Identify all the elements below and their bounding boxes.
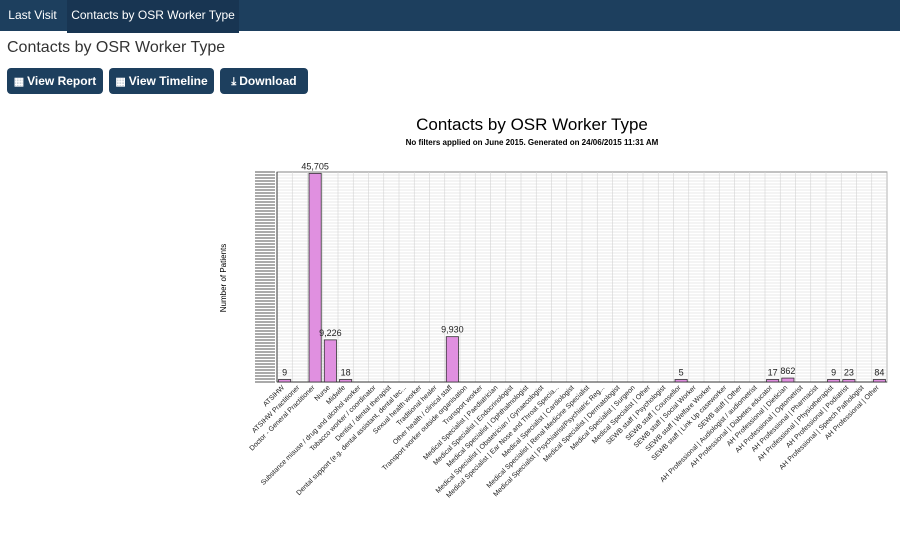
chart-subtitle: No filters applied on June 2015. Generat… — [406, 138, 659, 147]
bar-36 — [827, 379, 841, 383]
page-title: Contacts by OSR Worker Type — [7, 39, 226, 56]
data-label-37: 23 — [844, 368, 854, 378]
data-label-0: 9 — [282, 368, 287, 378]
data-label-4: 18 — [341, 368, 351, 378]
data-label-26: 5 — [679, 368, 684, 378]
bar-37 — [842, 379, 856, 383]
table-icon: ▦ — [115, 76, 126, 88]
tab-contacts-by-osr-worker-type[interactable]: Contacts by OSR Worker Type — [67, 0, 239, 33]
grid — [255, 171, 888, 383]
bar-32 — [766, 379, 780, 383]
data-label-33: 862 — [780, 366, 795, 376]
data-label-36: 9 — [831, 368, 836, 378]
download-button[interactable]: ⤓ Download — [220, 68, 308, 94]
bar-3 — [323, 339, 337, 383]
download-label: Download — [239, 74, 297, 88]
data-label-39: 84 — [874, 368, 884, 378]
top-tab-bar: Last Visit Contacts by OSR Worker Type — [0, 0, 900, 33]
y-axis-label: Number of Patients — [219, 244, 228, 312]
bar-4 — [339, 379, 353, 383]
data-label-3: 9,226 — [319, 328, 342, 338]
table-icon: ▦ — [13, 76, 25, 88]
data-label-2: 45,705 — [301, 161, 329, 171]
bars — [278, 172, 886, 383]
view-timeline-label: View Timeline — [128, 74, 208, 88]
bar-0 — [278, 379, 292, 383]
chart-title: Contacts by OSR Worker Type — [416, 115, 648, 134]
bar-11 — [445, 336, 459, 383]
data-labels: 9 45,705 9,226 18 9,930 5 17 862 9 23 84 — [282, 161, 884, 377]
bar-26 — [674, 379, 688, 383]
bar-2 — [308, 172, 322, 383]
x-tick-label-8: Dental support (e.g. dental assistant, d… — [295, 384, 408, 497]
bar-39 — [872, 379, 886, 383]
view-timeline-button[interactable]: ▦ View Timeline — [109, 68, 214, 94]
view-report-label: View Report — [27, 74, 97, 88]
download-icon: ⤓ — [231, 76, 237, 88]
data-label-11: 9,930 — [441, 325, 464, 335]
bar-33 — [781, 377, 795, 383]
data-label-32: 17 — [768, 368, 778, 378]
view-report-button[interactable]: ▦ View Report — [7, 68, 103, 94]
tab-last-visit[interactable]: Last Visit — [8, 8, 57, 22]
